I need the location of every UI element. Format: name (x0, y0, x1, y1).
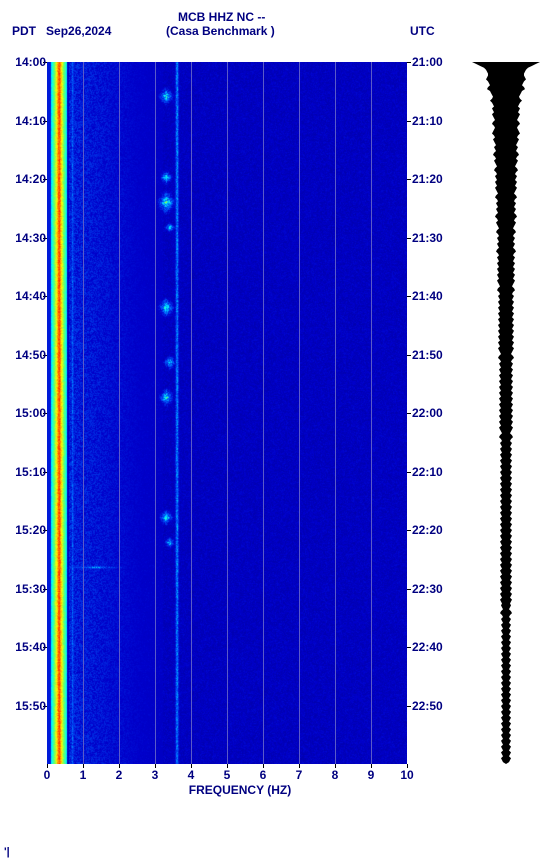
x-tick-label: 5 (209, 768, 245, 782)
y-tick-label-left: 14:50 (6, 348, 46, 362)
y-tick-label-left: 15:20 (6, 523, 46, 537)
y-tickmark-right (407, 530, 411, 531)
y-tick-label-right: 22:10 (412, 465, 457, 479)
y-tick-label-left: 14:40 (6, 289, 46, 303)
waveform-trace (472, 62, 540, 764)
y-tick-label-left: 15:40 (6, 640, 46, 654)
y-tick-label-right: 22:50 (412, 699, 457, 713)
tz-right: UTC (410, 24, 435, 38)
y-tick-label-left: 14:10 (6, 114, 46, 128)
tz-left: PDT (12, 24, 36, 38)
x-tick-label: 2 (101, 768, 137, 782)
station-code: MCB HHZ NC -- (178, 10, 265, 24)
x-tick-label: 0 (29, 768, 65, 782)
y-tick-label-right: 22:00 (412, 406, 457, 420)
y-tick-label-right: 21:10 (412, 114, 457, 128)
y-tick-label-left: 15:50 (6, 699, 46, 713)
x-tick-label: 4 (173, 768, 209, 782)
x-tick-label: 8 (317, 768, 353, 782)
x-tick-label: 10 (389, 768, 425, 782)
y-tickmark-right (407, 355, 411, 356)
y-tickmark-right (407, 121, 411, 122)
y-tick-label-right: 22:20 (412, 523, 457, 537)
y-tick-label-left: 15:30 (6, 582, 46, 596)
y-tick-label-left: 14:20 (6, 172, 46, 186)
chart-header: PDT Sep26,2024 MCB HHZ NC -- (Casa Bench… (0, 0, 552, 40)
y-tickmark-right (407, 589, 411, 590)
y-tickmark-right (407, 413, 411, 414)
x-tick-label: 3 (137, 768, 173, 782)
y-tick-label-left: 14:30 (6, 231, 46, 245)
y-tick-label-right: 22:40 (412, 640, 457, 654)
x-tick-label: 9 (353, 768, 389, 782)
y-tick-label-right: 21:40 (412, 289, 457, 303)
y-tickmark-right (407, 706, 411, 707)
y-tick-label-left: 15:00 (6, 406, 46, 420)
y-tick-label-right: 21:30 (412, 231, 457, 245)
x-axis-label: FREQUENCY (HZ) (180, 783, 300, 797)
y-tick-label-right: 21:00 (412, 55, 457, 69)
x-tick-label: 6 (245, 768, 281, 782)
x-tick-label: 1 (65, 768, 101, 782)
spectrogram-canvas (47, 62, 407, 764)
y-tickmark-right (407, 472, 411, 473)
waveform-polygon (472, 62, 540, 764)
y-tick-label-right: 22:30 (412, 582, 457, 596)
y-tickmark-right (407, 62, 411, 63)
x-tick-label: 7 (281, 768, 317, 782)
y-tickmark-right (407, 179, 411, 180)
y-tickmark-right (407, 647, 411, 648)
tz-left-and-date: PDT Sep26,2024 (12, 24, 111, 38)
station-location: (Casa Benchmark ) (166, 24, 275, 38)
waveform-panel (472, 62, 540, 764)
y-tickmark-right (407, 238, 411, 239)
y-tick-label-left: 14:00 (6, 55, 46, 69)
y-tick-label-left: 15:10 (6, 465, 46, 479)
y-tick-label-right: 21:50 (412, 348, 457, 362)
date: Sep26,2024 (46, 24, 111, 38)
y-tick-label-right: 21:20 (412, 172, 457, 186)
footer-mark: '| (4, 846, 10, 858)
spectrogram-plot (47, 62, 407, 764)
y-tickmark-right (407, 296, 411, 297)
